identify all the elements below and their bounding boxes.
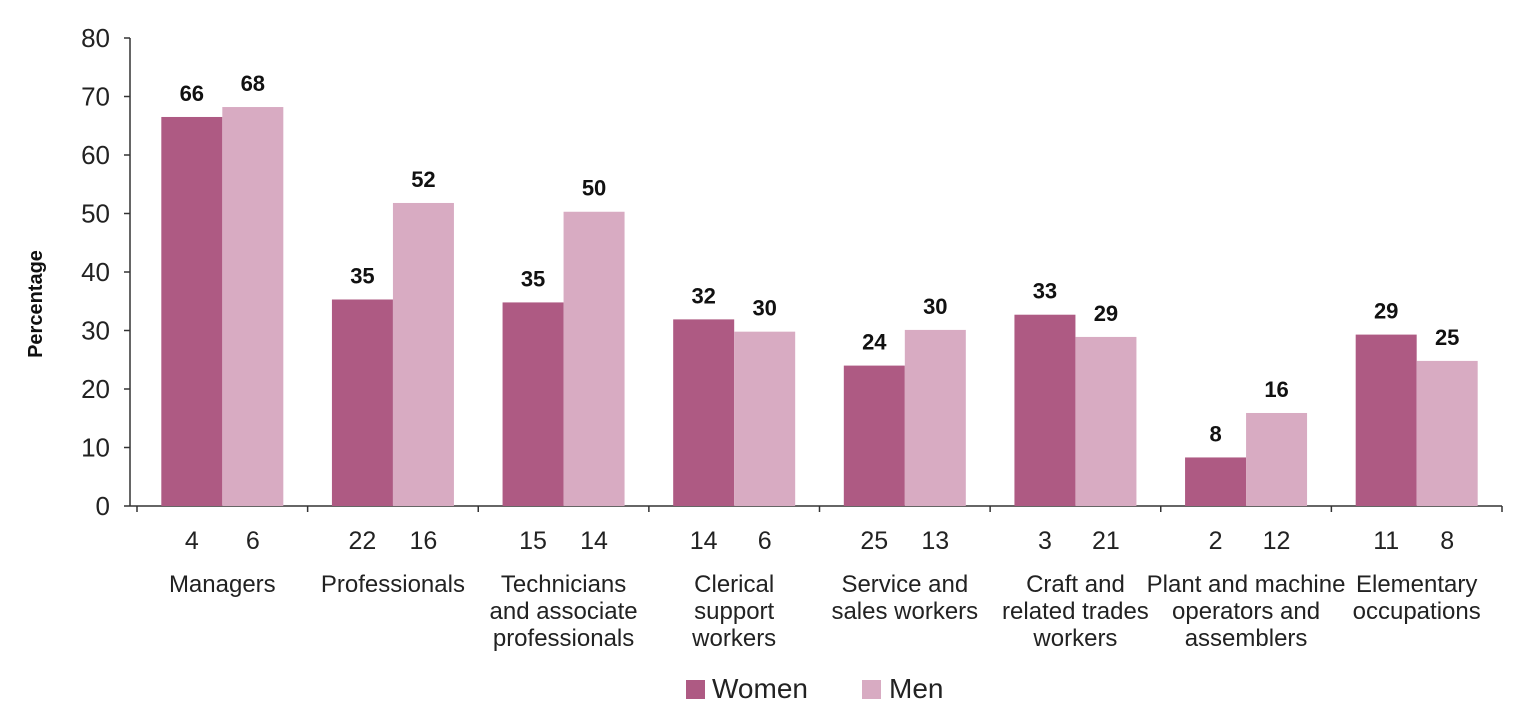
value-label-women: 29 xyxy=(1374,299,1398,324)
bar-women xyxy=(1355,334,1417,506)
share-label-women: 15 xyxy=(519,527,547,555)
category-label: Craft and related trades workers xyxy=(1002,571,1149,652)
y-tick-label: 20 xyxy=(81,374,110,404)
bar-men xyxy=(392,202,454,506)
bar-men xyxy=(1416,360,1478,506)
value-label-men: 29 xyxy=(1094,301,1118,326)
y-tick-label: 0 xyxy=(96,491,110,521)
y-axis: 0 10 20 30 40 50 60 70 80 xyxy=(81,23,131,521)
share-label-men: 6 xyxy=(246,527,260,555)
legend-label-men: Men xyxy=(889,673,943,704)
bar-women xyxy=(1185,457,1247,506)
y-axis-title: Percentage xyxy=(25,250,47,358)
value-label-women: 24 xyxy=(862,330,887,355)
bar-women xyxy=(502,302,564,506)
bar-men xyxy=(1246,412,1308,506)
value-label-men: 16 xyxy=(1264,377,1288,402)
y-tick-label: 70 xyxy=(81,82,110,112)
value-label-men: 30 xyxy=(752,296,776,321)
value-label-women: 35 xyxy=(350,263,374,288)
legend-swatch-men xyxy=(862,680,881,699)
value-label-men: 25 xyxy=(1435,325,1459,350)
bar-women xyxy=(673,319,735,506)
share-label-men: 12 xyxy=(1263,527,1291,555)
share-label-women: 25 xyxy=(860,527,888,555)
legend-label-women: Women xyxy=(712,673,808,704)
category-label: Professionals xyxy=(321,571,465,598)
share-label-women: 14 xyxy=(690,527,718,555)
bar-women xyxy=(1014,314,1076,506)
bar-men xyxy=(734,331,796,506)
value-label-women: 8 xyxy=(1209,421,1221,446)
category-label: Plant and machine operators and assemblers xyxy=(1147,571,1346,652)
category-label: Managers xyxy=(169,571,276,598)
value-label-women: 66 xyxy=(180,81,204,106)
value-label-women: 32 xyxy=(691,283,715,308)
share-label-women: 3 xyxy=(1038,527,1052,555)
category-label: Elementary occupations xyxy=(1353,571,1481,625)
share-label-men: 21 xyxy=(1092,527,1120,555)
y-tick-label: 40 xyxy=(81,257,110,287)
y-tick-label: 30 xyxy=(81,316,110,346)
share-label-women: 11 xyxy=(1373,527,1399,555)
share-label-men: 14 xyxy=(580,527,608,555)
bar-men xyxy=(1075,336,1137,506)
category-label: Clerical support workers xyxy=(691,571,776,652)
value-label-men: 68 xyxy=(241,71,265,96)
bar-men xyxy=(222,107,284,506)
share-labels: 4 6 22 16 15 14 14 6 25 13 3 21 2 12 11 8 xyxy=(185,527,1454,555)
y-tick-label: 60 xyxy=(81,140,110,170)
share-label-women: 4 xyxy=(185,527,199,555)
legend-swatch-women xyxy=(686,680,705,699)
bar-women xyxy=(843,365,905,506)
legend: Women Men xyxy=(686,673,943,704)
value-label-men: 50 xyxy=(582,176,606,201)
value-labels: 66 68 35 52 35 50 32 30 24 30 33 29 8 16 29 25 xyxy=(180,71,1460,446)
share-label-women: 2 xyxy=(1209,527,1223,555)
category-labels: Managers Professionals Technicians and asso… xyxy=(169,571,1481,652)
bar-men xyxy=(904,329,966,506)
y-tick-label: 80 xyxy=(81,23,110,53)
share-label-men: 8 xyxy=(1440,527,1454,555)
share-label-men: 6 xyxy=(758,527,772,555)
category-label: Technicians and associate professionals xyxy=(490,571,638,652)
category-label: Service and sales workers xyxy=(831,571,978,625)
x-axis xyxy=(130,505,1503,512)
y-tick-label: 50 xyxy=(81,199,110,229)
bars xyxy=(161,107,1478,506)
bar-men xyxy=(563,211,625,506)
value-label-women: 35 xyxy=(521,266,545,291)
bar-women xyxy=(161,116,223,506)
share-label-men: 13 xyxy=(921,527,949,555)
y-tick-label: 10 xyxy=(81,433,110,463)
share-label-women: 22 xyxy=(349,527,377,555)
bar-women xyxy=(331,299,393,506)
share-label-men: 16 xyxy=(410,527,438,555)
value-label-men: 52 xyxy=(411,167,435,192)
value-label-women: 33 xyxy=(1033,279,1057,304)
value-label-men: 30 xyxy=(923,294,947,319)
